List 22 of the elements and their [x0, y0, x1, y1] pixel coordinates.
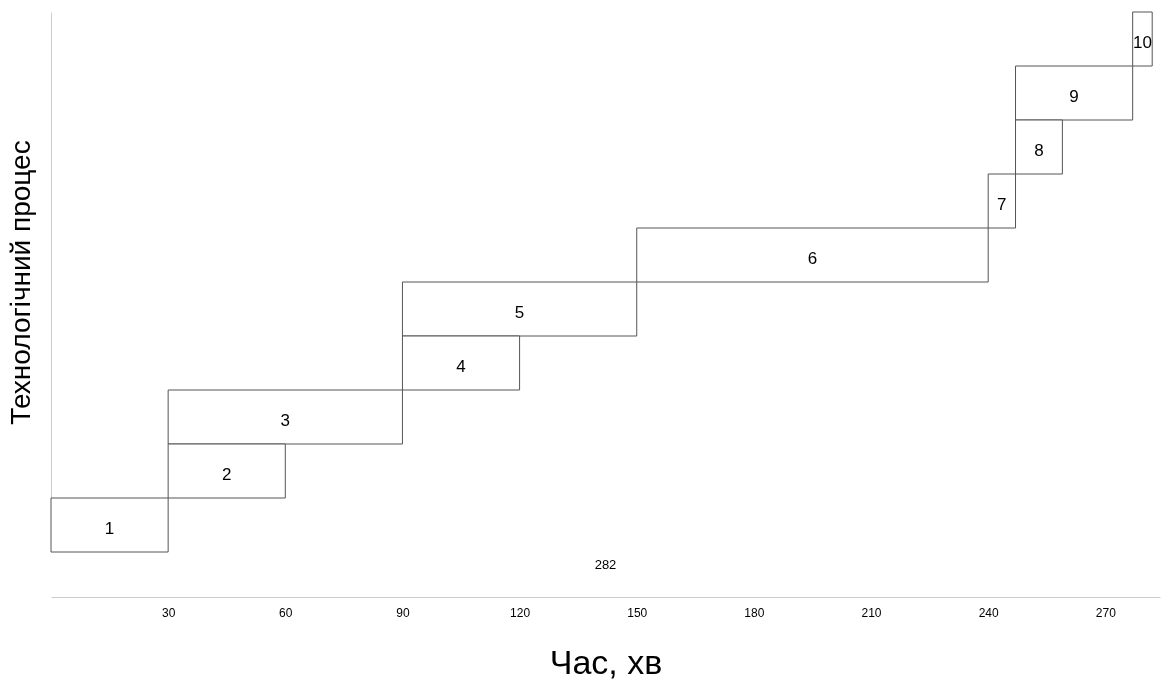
y-tick-label: 10	[1132, 33, 1152, 52]
x-tick-label: 270	[1095, 605, 1117, 620]
y-tick-label: 6	[807, 249, 818, 268]
x-tick-label: 210	[861, 605, 882, 620]
x-tick-label: 120	[510, 605, 531, 620]
y-tick-label: 1	[104, 519, 115, 538]
x-tick-label: 90	[396, 605, 410, 620]
x-tick-label: 30	[161, 605, 176, 620]
y-tick-label: 3	[280, 411, 291, 430]
text: 282	[594, 557, 617, 572]
y-axis-title: Технологічний процес	[4, 140, 36, 425]
y-tick-label: 5	[514, 303, 525, 322]
x-tick-label: 180	[744, 605, 765, 620]
y-tick-label: 4	[456, 357, 466, 376]
x-tick-label: 240	[978, 605, 1000, 620]
y-tick-label: 8	[1034, 141, 1044, 160]
x-axis-title: Час, хв	[549, 642, 663, 681]
y-tick-label: 2	[221, 465, 232, 484]
y-tick-label: 9	[1069, 87, 1079, 106]
x-tick-label: 60	[279, 605, 293, 620]
x-tick-label: 150	[627, 605, 648, 620]
y-tick-label: 7	[997, 195, 1007, 214]
